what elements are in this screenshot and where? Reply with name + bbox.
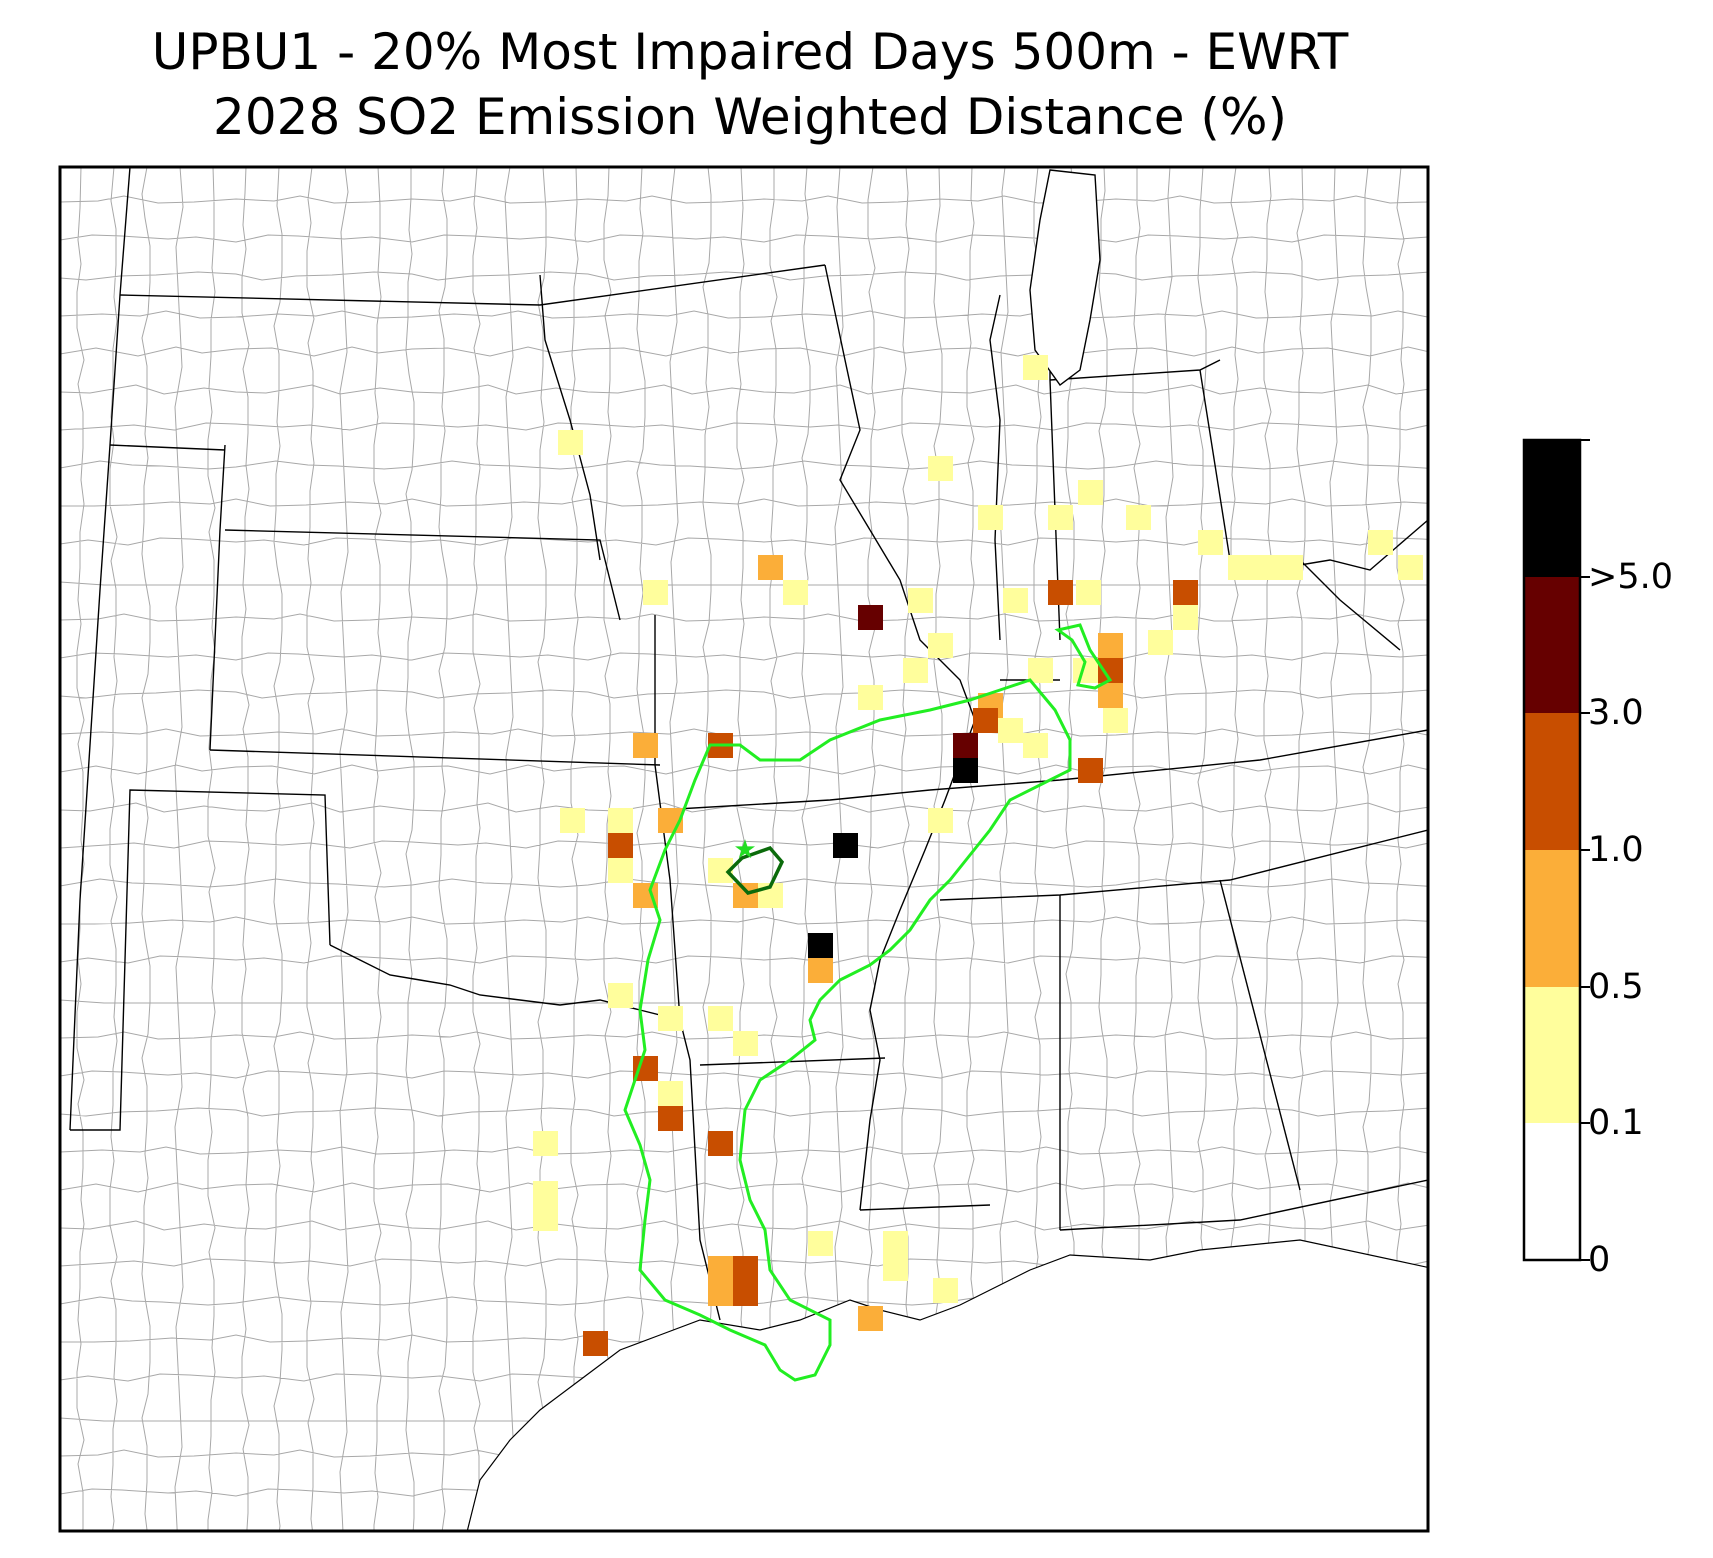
emission-cells [533,355,1423,1356]
emission-cell [1173,580,1198,605]
emission-cell [808,1231,833,1256]
colorbar-label-3: 3.0 [1588,693,1644,733]
colorbar [1522,438,1590,1262]
emission-cell [903,658,928,683]
emission-cell [533,1131,558,1156]
emission-cell [1253,555,1278,580]
emission-cell [1173,605,1198,630]
emission-cell [978,505,1003,530]
emission-cell [1023,733,1048,758]
emission-cell [1098,633,1123,658]
emission-cell [733,1256,758,1281]
emission-cell [883,1231,908,1256]
emission-cell [1078,758,1103,783]
emission-cell [533,1206,558,1231]
emission-cell [1098,683,1123,708]
emission-cell [633,733,658,758]
emission-cell [1048,505,1073,530]
emission-cell [708,1131,733,1156]
emission-cell [708,1281,733,1306]
emission-cell [558,430,583,455]
emission-cell [953,733,978,758]
emission-cell [1078,480,1103,505]
emission-cell [1126,505,1151,530]
emission-cell [883,1256,908,1281]
gulf-of-mexico [466,1239,1428,1531]
emission-cell [1398,555,1423,580]
colorbar-bin-gt5 [1524,440,1580,577]
class-i-area-star-icon: ★ [733,835,756,865]
emission-cell [608,833,633,858]
map-frame [58,165,1430,1533]
colorbar-bin-3-5 [1524,577,1580,713]
contour-north [1054,623,1113,690]
emission-cell [1028,658,1053,683]
emission-cell [708,1256,733,1281]
contour-outer [623,678,1072,1382]
emission-cell [658,1106,683,1131]
emission-cell [833,833,858,858]
emission-cell [858,1306,883,1331]
emission-cell [928,808,953,833]
emission-cell [583,1331,608,1356]
emission-cell [953,758,978,783]
colorbar-label-05: 0.5 [1588,967,1644,1007]
emission-cell [708,1006,733,1031]
contour-inner [725,845,785,895]
emission-cell [1278,555,1303,580]
emission-cell [783,580,808,605]
emission-cell [1076,580,1101,605]
emission-cell [1003,588,1028,613]
emission-cell [658,1081,683,1106]
emission-cell [733,1281,758,1306]
emission-cell [608,808,633,833]
emission-cell [1368,530,1393,555]
emission-cell [1198,530,1223,555]
emission-cell [643,580,668,605]
colorbar-bin-0-01 [1524,1123,1580,1260]
emission-cell [808,958,833,983]
emission-cell [1023,355,1048,380]
colorbar-label-01: 0.1 [1588,1103,1644,1143]
emission-cell [608,983,633,1008]
colorbar-label-1: 1.0 [1588,830,1644,870]
colorbar-label-0: 0 [1588,1240,1611,1280]
chart-title-line2: 2028 SO2 Emission Weighted Distance (%) [213,88,1287,146]
lake-michigan [1029,169,1101,386]
emission-cell [733,883,758,908]
emission-cell [560,808,585,833]
emission-cell [608,858,633,883]
state-boundaries [69,167,1428,1321]
emission-cell [808,933,833,958]
emission-cell [908,588,933,613]
emission-cell [1148,630,1173,655]
emission-cell [998,718,1023,743]
emission-cell [1048,580,1073,605]
emission-cell [858,685,883,710]
emission-cell [1228,555,1253,580]
emission-cell [928,456,953,481]
emission-cell [928,633,953,658]
colorbar-bin-05-1 [1524,850,1580,987]
emission-cell [658,1006,683,1031]
colorbar-bin-1-3 [1524,713,1580,850]
emission-cell [858,605,883,630]
emission-cell [533,1181,558,1206]
emission-cell [758,555,783,580]
emission-cell [733,1031,758,1056]
emission-cell [1103,708,1128,733]
emission-cell [933,1278,958,1303]
emission-cell [973,708,998,733]
colorbar-label-gt5: >5.0 [1588,557,1673,597]
chart-title-line1: UPBU1 - 20% Most Impaired Days 500m - EW… [151,23,1349,81]
colorbar-bin-01-05 [1524,987,1580,1123]
